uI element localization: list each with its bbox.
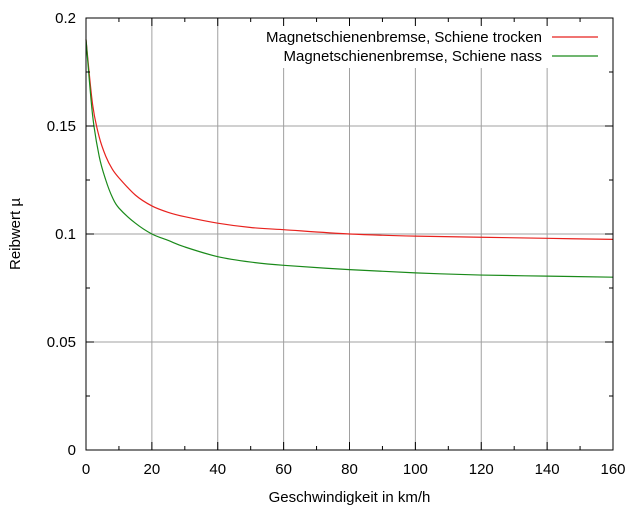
y-tick-label: 0.15: [47, 118, 76, 135]
legend-label-0: Magnetschienenbremse, Schiene trocken: [266, 29, 542, 46]
x-tick-label: 40: [209, 461, 226, 478]
y-tick-label: 0.2: [55, 10, 76, 27]
tick-marks: [85, 17, 614, 451]
legend-background: [240, 19, 612, 68]
x-tick-label: 20: [144, 461, 161, 478]
x-tick-label: 140: [535, 461, 560, 478]
y-tick-label: 0.1: [55, 226, 76, 243]
x-tick-labels: 0 20 40 60 80 100 120 140 160: [82, 461, 626, 478]
x-tick-label: 120: [469, 461, 494, 478]
y-tick-labels: 0 0.05 0.1 0.15 0.2: [47, 10, 76, 459]
series-line-0: [85, 39, 614, 240]
legend-box: [240, 19, 612, 68]
plot-curves: [85, 39, 614, 278]
x-axis-label: Geschwindigkeit in km/h: [269, 489, 431, 506]
x-tick-label: 100: [403, 461, 428, 478]
x-tick-label: 60: [275, 461, 292, 478]
y-tick-label: 0.05: [47, 334, 76, 351]
x-tick-label: 0: [82, 461, 90, 478]
x-tick-label: 160: [600, 461, 625, 478]
y-axis-label: Reibwert µ: [7, 198, 24, 270]
legend: Magnetschienenbremse, Schiene trocken Mag…: [266, 29, 598, 65]
y-tick-label: 0: [68, 442, 76, 459]
x-tick-label: 80: [341, 461, 358, 478]
plot-border: [85, 17, 614, 451]
legend-label-1: Magnetschienenbremse, Schiene nass: [284, 48, 543, 65]
series-line-1: [85, 39, 614, 278]
